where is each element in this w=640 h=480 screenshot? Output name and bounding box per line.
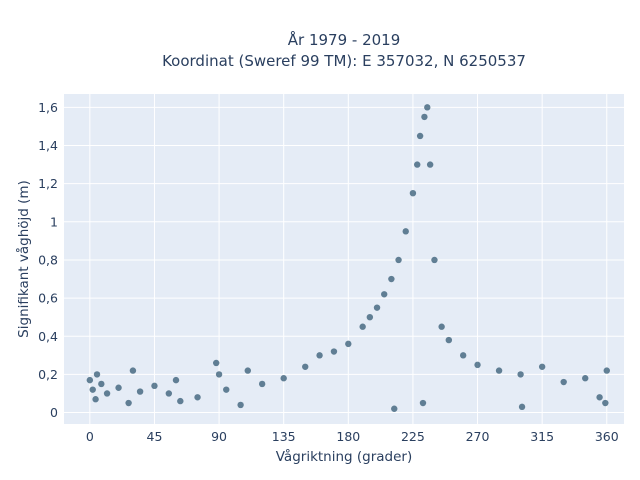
scatter-point [518,403,526,411]
plot-area [64,94,624,424]
scatter-point [414,161,421,168]
tick-labels: 0 45 90 135 180 225 270 315 360 0 0,2 0,4 0,6 0,8 1 1,2… [38,100,619,444]
scatter-point [98,380,105,388]
scatter-point [223,386,230,393]
y-tick-label: 0,2 [38,367,58,382]
y-axis-title: Signifikant våghöjd (m) [15,180,32,338]
scatter-point [151,382,158,390]
scatter-point [213,359,220,367]
y-tick-label: 0,4 [38,329,58,344]
x-tick-label: 225 [401,429,425,444]
scatter-point [366,313,374,321]
scatter-point [194,394,201,401]
y-tick-label: 1,6 [38,100,58,115]
y-tick-label: 1 [50,214,58,229]
y-tick-label: 0,6 [38,291,58,306]
scatter-point [391,405,398,412]
scatter-points [86,104,610,412]
scatter-point [92,396,99,403]
x-axis-title: Vågriktning (grader) [276,448,413,465]
scatter-point [280,375,287,382]
scatter-point [93,371,101,378]
scatter-point [538,363,546,370]
scatter-point [359,323,366,330]
y-tick-label: 1,4 [38,138,58,153]
scatter-point [345,340,352,348]
scatter-point [459,352,467,359]
scatter-point [388,275,395,283]
scatter-point [474,361,481,369]
x-tick-label: 135 [272,429,296,444]
chart-title-line-2: Koordinat (Sweref 99 TM): E 357032, N 62… [162,52,526,70]
scatter-point [424,104,431,111]
scatter-point [419,399,427,407]
scatter-point [373,304,381,311]
chart-title-line-1: År 1979 - 2019 [288,30,401,49]
scatter-point [416,132,424,140]
scatter-point [165,390,173,397]
scatter-point [129,367,137,374]
scatter-point [302,363,309,370]
x-tick-label: 270 [466,429,490,444]
scatter-point [431,256,438,264]
scatter-point [316,352,323,359]
scatter-point [421,113,428,121]
scatter-point [582,375,589,382]
scatter-point [86,376,94,384]
scatter-point [402,228,409,235]
scatter-point [172,376,180,384]
scatter-point [258,380,266,388]
x-tick-label: 45 [147,429,163,444]
x-tick-label: 0 [86,429,94,444]
scatter-point [409,189,417,197]
scatter-point [330,348,338,355]
scatter-point [517,371,524,378]
scatter-point [136,388,144,395]
y-tick-label: 0 [50,405,58,420]
scatter-point [89,386,96,393]
y-tick-label: 1,2 [38,176,58,191]
scatter-point [438,323,445,330]
scatter-point [237,401,244,409]
x-tick-label: 360 [595,429,619,444]
gridlines [64,94,624,424]
x-tick-label: 180 [336,429,360,444]
scatter-point [103,390,111,397]
scatter-point [495,367,503,374]
scatter-point [381,291,388,298]
scatter-point [426,161,434,168]
scatter-point [244,367,251,374]
scatter-point [560,378,567,386]
x-tick-label: 90 [211,429,227,444]
scatter-point [596,394,603,401]
scatter-point [125,399,132,407]
scatter-point [602,399,609,407]
x-tick-label: 315 [530,429,554,444]
scatter-point [395,256,402,264]
scatter-point [115,384,122,391]
scatter-point [177,397,184,405]
scatter-point [445,336,453,344]
scatter-point [603,367,610,374]
scatter-point [215,371,223,378]
y-tick-label: 0,8 [38,252,58,267]
